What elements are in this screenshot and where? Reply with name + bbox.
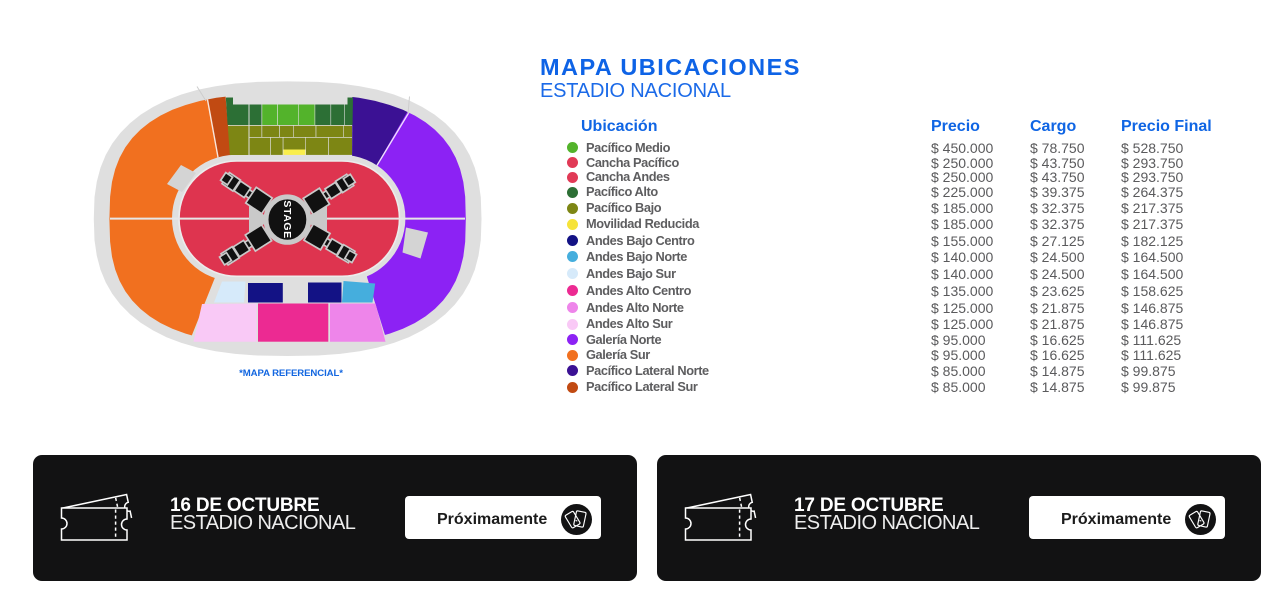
svg-text:STAGE: STAGE bbox=[281, 200, 293, 238]
